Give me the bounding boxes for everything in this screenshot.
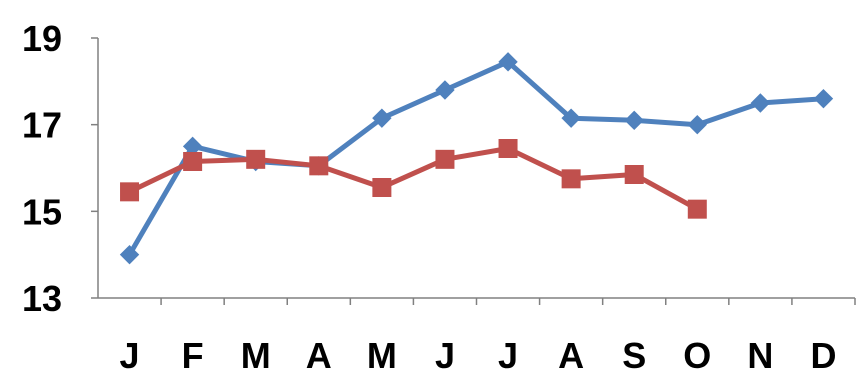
series-2-point xyxy=(309,156,329,176)
x-tick-label: M xyxy=(241,335,271,373)
x-tick-label: O xyxy=(683,335,711,373)
y-tick-label: 17 xyxy=(22,105,62,146)
x-tick-label: J xyxy=(498,335,518,373)
series-2-point xyxy=(435,149,455,169)
series-1-point xyxy=(624,110,644,131)
x-tick-label: N xyxy=(747,335,773,373)
series-2-point xyxy=(183,152,203,171)
series-1-point xyxy=(687,114,707,135)
x-tick-label: S xyxy=(622,335,646,373)
series-2-point xyxy=(120,182,140,202)
series-2-point xyxy=(372,178,392,197)
series-2-point xyxy=(624,165,644,184)
series-1-point xyxy=(372,108,392,128)
series-2-point xyxy=(687,199,707,219)
series-2-point xyxy=(561,169,581,189)
y-tick-label: 19 xyxy=(22,18,62,59)
axes xyxy=(91,37,856,305)
x-tick-label: F xyxy=(182,335,204,373)
x-tick-label: M xyxy=(367,335,397,373)
series-group xyxy=(119,52,834,265)
series-2 xyxy=(120,139,707,219)
series-1-point xyxy=(498,52,518,72)
series-2-point xyxy=(246,149,266,169)
x-tick-label: D xyxy=(810,335,836,373)
x-tick-label: A xyxy=(306,335,332,373)
y-tick-label: 13 xyxy=(22,278,62,319)
series-1-point xyxy=(435,80,455,100)
x-tick-label: A xyxy=(558,335,584,373)
x-tick-label: J xyxy=(435,335,455,373)
series-2-point xyxy=(498,139,518,158)
series-2-line xyxy=(127,146,700,212)
series-1-point xyxy=(813,88,834,109)
series-1-point xyxy=(561,108,581,128)
x-tick-label: J xyxy=(120,335,140,373)
y-tick-label: 15 xyxy=(22,191,62,232)
series-1-point xyxy=(750,93,771,113)
series-1-point xyxy=(119,244,140,265)
